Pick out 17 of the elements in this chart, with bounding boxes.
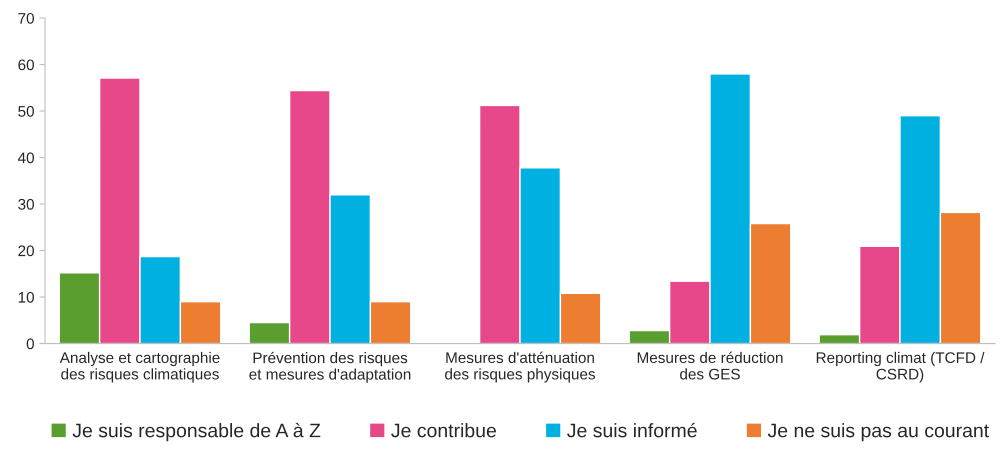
legend-label: Je contribue <box>391 423 496 438</box>
legend-label: Je suis informé <box>567 422 697 438</box>
y-tick-label: 30 <box>18 198 34 210</box>
y-tick-label: 10 <box>18 292 34 303</box>
legend-label: Je suis responsable de A à Z <box>72 422 320 442</box>
x-tick-label: Prévention des risques et mesures d'adaptation <box>249 352 410 383</box>
x-tick-label: Reporting climat (TCFD / CSRD) <box>816 352 984 383</box>
legend-label: Je ne suis pas au courant <box>768 423 989 442</box>
y-tick-label: 0 <box>26 338 34 350</box>
x-tick-label: Mesures d'atténuation des risques physiques <box>445 352 596 383</box>
x-tick-label: Mesures de réduction des GES <box>638 352 782 380</box>
y-tick-label: 50 <box>18 106 34 117</box>
y-tick-label: 70 <box>18 12 34 24</box>
y-tick-label: 20 <box>18 245 34 256</box>
y-tick-label: 60 <box>18 59 34 70</box>
x-tick-label: Analyse et cartographie des risques climatiques <box>60 352 220 383</box>
y-tick-label: 40 <box>18 152 34 164</box>
